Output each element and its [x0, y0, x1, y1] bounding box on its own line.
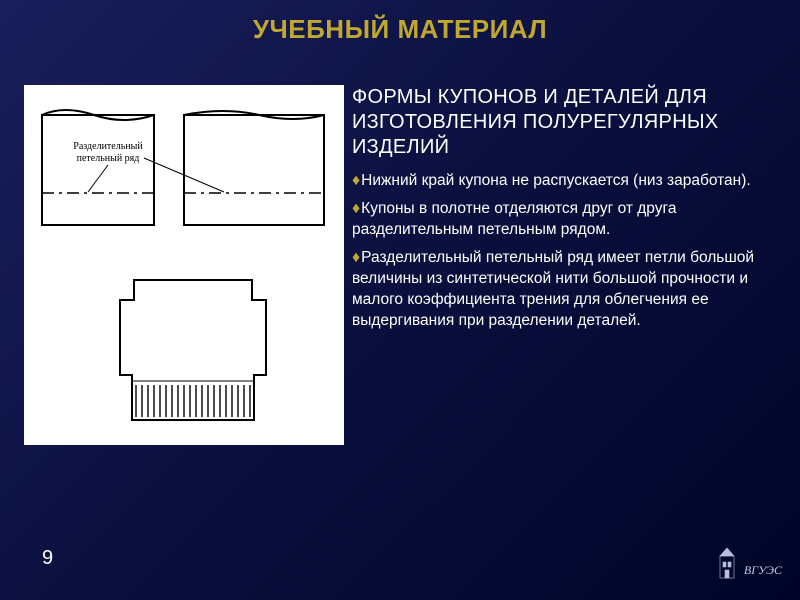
- page-number: 9: [42, 547, 53, 570]
- figure-panel: Разделительный петельный ряд: [24, 85, 344, 445]
- bullet-list: ♦Нижний край купона не распускается (низ…: [352, 170, 788, 331]
- figure-label-2: петельный ряд: [77, 153, 140, 164]
- bullet-text: Нижний край купона не распускается (низ …: [361, 172, 751, 189]
- diamond-icon: ♦: [352, 249, 360, 266]
- list-item: ♦Купоны в полотне отделяются друг от дру…: [352, 198, 788, 241]
- content-row: Разделительный петельный ряд: [0, 85, 800, 445]
- bullet-text: Купоны в полотне отделяются друг от друг…: [352, 200, 676, 238]
- list-item: ♦Разделительный петельный ряд имеет петл…: [352, 247, 788, 332]
- section-heading: ФОРМЫ КУПОНОВ И ДЕТАЛЕЙ ДЛЯ ИЗГОТОВЛЕНИЯ…: [352, 85, 788, 160]
- logo-text: ВГУЭС: [744, 563, 782, 578]
- coupon-diagram: Разделительный петельный ряд: [24, 85, 344, 445]
- diamond-icon: ♦: [352, 200, 360, 217]
- diamond-icon: ♦: [352, 172, 360, 189]
- figure-label-1: Разделительный: [73, 141, 143, 152]
- text-panel: ФОРМЫ КУПОНОВ И ДЕТАЛЕЙ ДЛЯ ИЗГОТОВЛЕНИЯ…: [352, 85, 792, 445]
- bullet-text: Разделительный петельный ряд имеет петли…: [352, 249, 754, 329]
- university-logo: ВГУЭС: [714, 538, 782, 586]
- list-item: ♦Нижний край купона не распускается (низ…: [352, 170, 788, 192]
- slide-title: УЧЕБНЫЙ МАТЕРИАЛ: [0, 0, 800, 45]
